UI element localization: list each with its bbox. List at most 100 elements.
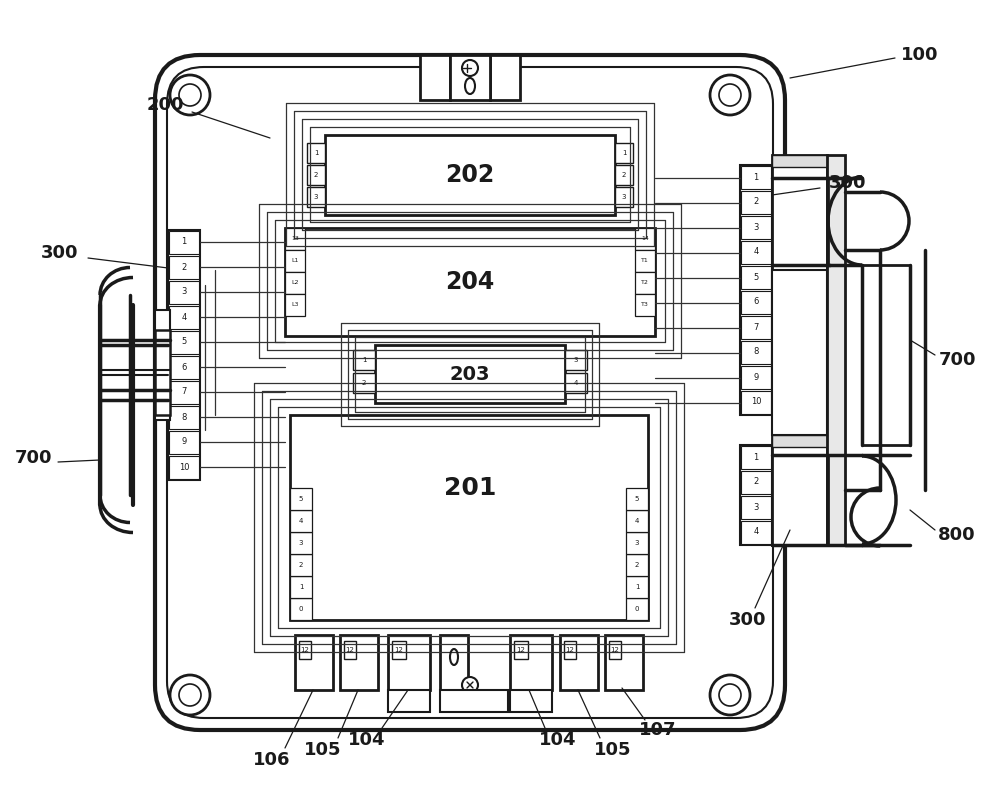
Text: 2: 2	[622, 172, 626, 178]
Text: 10: 10	[179, 463, 189, 472]
Bar	[740, 165, 772, 415]
Circle shape	[170, 675, 210, 715]
Bar	[741, 191, 771, 214]
Bar	[615, 165, 633, 185]
Circle shape	[710, 675, 750, 715]
Bar	[353, 350, 375, 370]
Text: 2: 2	[753, 197, 759, 206]
Bar	[388, 690, 430, 712]
Bar	[307, 143, 325, 163]
Text: 104: 104	[348, 731, 386, 749]
Text: 1: 1	[753, 452, 759, 461]
Text: 2: 2	[635, 562, 639, 568]
Text: 0: 0	[299, 606, 303, 612]
Circle shape	[179, 84, 201, 106]
Text: 201: 201	[444, 476, 496, 500]
Text: 1: 1	[299, 584, 303, 590]
Bar	[375, 345, 565, 403]
Bar	[565, 373, 587, 393]
Bar	[510, 635, 552, 690]
Text: 2: 2	[299, 562, 303, 568]
Bar	[565, 350, 587, 370]
Bar	[340, 635, 378, 690]
Text: 8: 8	[181, 412, 187, 422]
Bar	[307, 187, 325, 207]
Bar	[626, 532, 648, 554]
Text: 6: 6	[181, 363, 187, 371]
Bar	[741, 366, 771, 389]
Text: L2: L2	[291, 281, 299, 286]
Bar	[169, 281, 199, 304]
Bar	[169, 256, 199, 279]
Bar	[450, 55, 490, 100]
Bar	[827, 155, 845, 545]
Text: 12: 12	[611, 647, 619, 653]
Text: 13: 13	[291, 237, 299, 241]
Text: 700: 700	[938, 351, 976, 369]
Bar	[440, 690, 508, 712]
Bar	[420, 55, 450, 100]
Text: 204: 204	[445, 270, 495, 294]
Text: 5: 5	[181, 338, 187, 346]
Text: 8: 8	[753, 347, 759, 357]
Bar	[560, 635, 598, 690]
Bar	[155, 310, 170, 420]
Circle shape	[462, 60, 478, 76]
Bar	[741, 341, 771, 364]
Text: T3: T3	[641, 302, 649, 307]
Bar	[290, 415, 648, 620]
Bar	[392, 641, 406, 659]
Circle shape	[719, 684, 741, 706]
Text: 1: 1	[753, 172, 759, 181]
Circle shape	[462, 677, 478, 693]
Bar	[635, 250, 655, 272]
Bar	[299, 641, 311, 659]
Bar	[388, 635, 430, 690]
Bar	[290, 576, 312, 598]
Bar	[609, 641, 621, 659]
Text: 9: 9	[181, 438, 187, 447]
Bar	[741, 241, 771, 264]
Text: L1: L1	[291, 258, 299, 264]
Bar	[169, 231, 199, 254]
Bar	[510, 690, 552, 712]
Bar	[285, 250, 305, 272]
Bar	[285, 294, 305, 316]
Text: 1: 1	[622, 150, 626, 156]
Bar	[169, 431, 199, 454]
Text: 3: 3	[753, 503, 759, 512]
Bar	[772, 270, 827, 435]
Bar	[169, 356, 199, 379]
Text: 0: 0	[635, 606, 639, 612]
Bar	[290, 598, 312, 620]
Bar	[169, 456, 199, 479]
Text: 1: 1	[362, 357, 366, 363]
Bar	[290, 554, 312, 576]
Text: 12: 12	[301, 647, 309, 653]
Bar	[295, 635, 333, 690]
Bar	[741, 291, 771, 314]
Text: 300: 300	[729, 611, 767, 629]
Text: 4: 4	[299, 518, 303, 524]
Text: T2: T2	[641, 281, 649, 286]
Text: 12: 12	[395, 647, 403, 653]
Text: 7: 7	[753, 322, 759, 331]
Text: 3: 3	[181, 287, 187, 297]
Circle shape	[719, 84, 741, 106]
Bar	[168, 230, 200, 480]
Text: 2: 2	[362, 380, 366, 386]
Text: 5: 5	[635, 496, 639, 502]
Text: 300: 300	[41, 244, 79, 262]
Text: L3: L3	[291, 302, 299, 307]
Bar	[290, 532, 312, 554]
Bar	[626, 488, 648, 510]
Bar	[635, 272, 655, 294]
Bar	[635, 294, 655, 316]
Text: 104: 104	[539, 731, 577, 749]
Bar	[169, 331, 199, 354]
Bar	[740, 445, 772, 545]
Text: 3: 3	[574, 357, 578, 363]
Text: 9: 9	[753, 372, 759, 382]
Text: 1: 1	[314, 150, 318, 156]
Text: 2: 2	[753, 477, 759, 487]
